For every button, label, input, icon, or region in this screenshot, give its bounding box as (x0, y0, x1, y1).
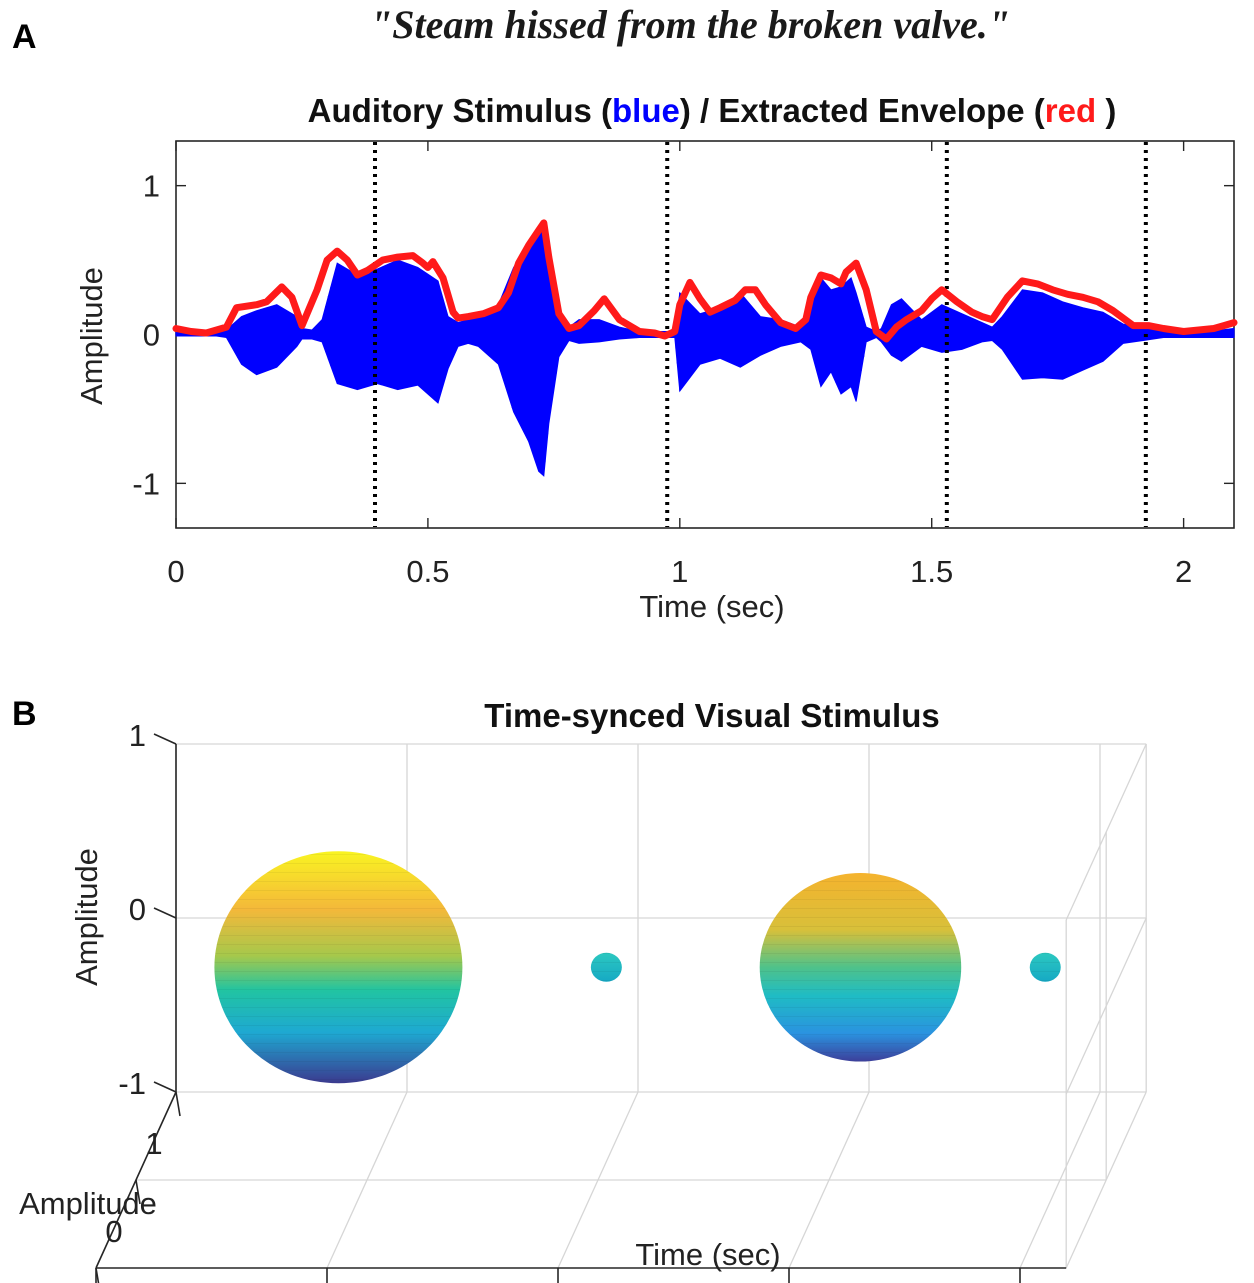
sphere-2 (590, 952, 622, 982)
x-tick-label-a: 1 (671, 554, 688, 589)
x-axis-label-b: Time (sec) (635, 1237, 780, 1272)
panel-a-title: Auditory Stimulus (blue) / Extracted Env… (308, 92, 1117, 129)
x-axis-label-a: Time (sec) (639, 589, 784, 624)
y-axis-label-a: Amplitude (74, 267, 109, 405)
sphere-3-shading (759, 873, 962, 1062)
sphere-2-shading (590, 952, 622, 982)
y-tick-label-b: 0 (129, 892, 146, 927)
sentence-title: "Steam hissed from the broken valve." (370, 2, 1010, 47)
sphere-3 (759, 873, 962, 1062)
y-tick-b (153, 1081, 177, 1093)
y-tick-b (153, 733, 177, 745)
depth-tick-label: 1 (145, 1126, 162, 1161)
y-tick-label-b: -1 (118, 1066, 146, 1101)
y-tick-b (153, 907, 177, 919)
title-red-word: red (1045, 92, 1096, 129)
sphere-4 (1029, 952, 1061, 982)
x-tick-label-a: 2 (1175, 554, 1192, 589)
envelope-line (172, 219, 1238, 343)
x-tick-label-a: 0 (167, 554, 184, 589)
panel-letter-b: B (12, 695, 37, 733)
title-middle: ) / Extracted Envelope ( (680, 92, 1045, 129)
title-blue-word: blue (612, 92, 680, 129)
y-tick-label-a: -1 (132, 466, 160, 501)
panel-b-title: Time-synced Visual Stimulus (484, 697, 939, 734)
depth-tick-label: 0 (105, 1214, 122, 1249)
panel-a-chart: Auditory Stimulus (blue) / Extracted Env… (74, 92, 1238, 624)
y-axis-label-b: Amplitude (69, 848, 104, 986)
x-tick-label-a: 1.5 (910, 554, 953, 589)
sphere-4-shading (1029, 952, 1061, 982)
y-tick-label-a: 1 (143, 169, 160, 204)
depth-axis-label-b: Amplitude (19, 1186, 157, 1221)
title-prefix: Auditory Stimulus ( (308, 92, 612, 129)
y-tick-label-a: 0 (143, 318, 160, 353)
y-tick-label-b: 1 (129, 718, 146, 753)
panel-letter-a: A (12, 18, 37, 56)
depth-tick (175, 1091, 181, 1117)
sphere-1-shading (214, 851, 463, 1084)
x-tick-label-a: 0.5 (406, 554, 449, 589)
panel-b-chart: Time-synced Visual Stimulus -10110-100.5… (19, 697, 1147, 1283)
depth-tick (135, 1179, 141, 1205)
title-suffix: ) (1096, 92, 1116, 129)
sphere-1 (214, 851, 463, 1084)
